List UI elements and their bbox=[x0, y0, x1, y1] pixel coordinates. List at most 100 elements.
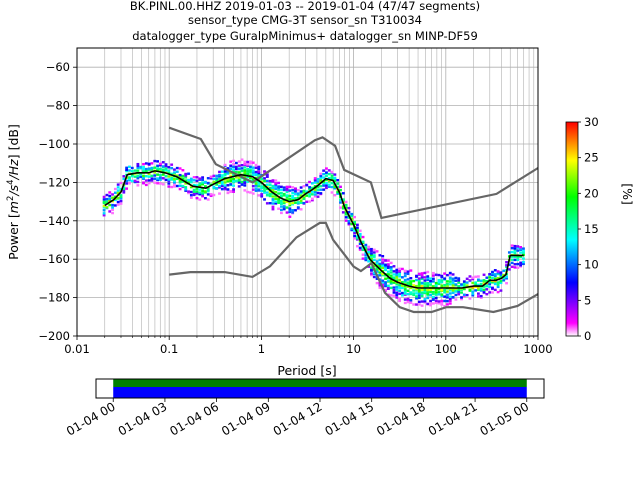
heatmap-cell bbox=[381, 279, 385, 282]
heatmap-cell bbox=[381, 254, 385, 258]
heatmap-cell bbox=[187, 178, 190, 182]
heatmap-cell bbox=[330, 174, 334, 177]
heatmap-cell bbox=[493, 269, 497, 272]
heatmap-cell bbox=[158, 167, 162, 171]
heatmap-cell bbox=[277, 199, 281, 202]
heatmap-cell bbox=[263, 187, 266, 190]
heatmap-cell bbox=[285, 187, 289, 190]
heatmap-cell bbox=[406, 272, 410, 275]
heatmap-cell bbox=[378, 271, 382, 274]
heatmap-cell bbox=[496, 285, 500, 289]
heatmap-cell bbox=[195, 192, 199, 195]
heatmap-cell bbox=[479, 296, 483, 299]
heatmap-cell bbox=[502, 279, 506, 282]
heatmap-cell bbox=[392, 288, 396, 292]
heatmap-cell bbox=[370, 255, 373, 258]
heatmap-cell bbox=[288, 203, 292, 207]
heatmap-cell bbox=[282, 194, 286, 197]
heatmap-cell bbox=[243, 184, 247, 187]
heatmap-cell bbox=[108, 191, 112, 194]
heatmap-cell bbox=[437, 282, 441, 286]
heatmap-cell bbox=[243, 162, 247, 166]
heatmap-cell bbox=[327, 172, 331, 176]
heatmap-cell bbox=[403, 298, 407, 301]
heatmap-cell bbox=[150, 174, 154, 178]
heatmap-cell bbox=[119, 194, 123, 197]
heatmap-cell bbox=[167, 178, 171, 181]
heatmap-cell bbox=[254, 173, 258, 176]
heatmap-cell bbox=[412, 279, 416, 283]
heatmap-cell bbox=[184, 176, 188, 179]
heatmap-cell bbox=[429, 304, 432, 307]
heatmap-cell bbox=[158, 173, 162, 177]
heatmap-cell bbox=[406, 289, 410, 293]
heatmap-cell bbox=[513, 251, 517, 255]
heatmap-cell bbox=[251, 166, 255, 169]
heatmap-cell bbox=[204, 197, 207, 200]
heatmap-cell bbox=[254, 163, 258, 167]
heatmap-cell bbox=[308, 186, 311, 189]
heatmap-cell bbox=[305, 190, 309, 193]
heatmap-cell bbox=[156, 164, 159, 168]
heatmap-cell bbox=[288, 189, 292, 192]
heatmap-cell bbox=[291, 209, 295, 212]
heatmap-cell bbox=[341, 199, 345, 202]
heatmap-cell bbox=[493, 274, 497, 278]
heatmap-cell bbox=[522, 247, 525, 250]
heatmap-cell bbox=[522, 251, 525, 255]
heatmap-cell bbox=[471, 294, 475, 297]
heatmap-cell bbox=[167, 185, 171, 188]
heatmap-cell bbox=[257, 170, 261, 173]
heatmap-cell bbox=[496, 281, 500, 284]
heatmap-cell bbox=[426, 292, 430, 295]
heatmap-cell bbox=[274, 200, 278, 203]
heatmap-cell bbox=[198, 198, 202, 201]
heatmap-cell bbox=[240, 169, 244, 173]
heatmap-cell bbox=[161, 183, 165, 186]
heatmap-cell bbox=[488, 291, 492, 294]
heatmap-cell bbox=[130, 179, 134, 183]
heatmap-cell bbox=[398, 289, 402, 293]
heatmap-cell bbox=[181, 180, 185, 183]
mean-psd bbox=[104, 170, 524, 289]
heatmap-cell bbox=[243, 166, 247, 169]
heatmap-cell bbox=[327, 176, 331, 180]
heatmap-cell bbox=[142, 170, 145, 173]
heatmap-cell bbox=[187, 172, 190, 175]
heatmap-cell bbox=[234, 165, 238, 169]
heatmap-cell bbox=[288, 194, 292, 198]
heatmap-cell bbox=[462, 294, 466, 298]
heatmap-cell bbox=[192, 190, 196, 193]
data-coverage-bar bbox=[113, 387, 527, 398]
y-tick-label: −140 bbox=[38, 214, 70, 228]
heatmap-cell bbox=[364, 243, 368, 247]
heatmap-cell bbox=[280, 211, 283, 215]
heatmap-cell bbox=[372, 254, 376, 257]
colorbar-ticks: 0 5 10 15 20 25 30 bbox=[578, 115, 599, 343]
heatmap-cell bbox=[277, 201, 281, 204]
heatmap-cell bbox=[448, 297, 452, 301]
heatmap-cell bbox=[448, 283, 452, 286]
heatmap-cell bbox=[254, 180, 258, 183]
heatmap-cell bbox=[288, 202, 292, 206]
heatmap-cell bbox=[386, 279, 390, 282]
colorbar-tick-label: 0 bbox=[584, 329, 591, 343]
heatmap-cell bbox=[327, 183, 331, 186]
heatmap-cell bbox=[237, 181, 241, 184]
heatmap-cell bbox=[479, 282, 483, 286]
heatmap-cell bbox=[282, 186, 286, 189]
heatmap-cell bbox=[265, 187, 269, 191]
heatmap-cell bbox=[178, 167, 182, 170]
heatmap-cell bbox=[102, 200, 106, 204]
heatmap-cell bbox=[395, 296, 399, 299]
heatmap-cell bbox=[246, 169, 250, 173]
heatmap-cell bbox=[319, 180, 323, 184]
heatmap-cell bbox=[477, 287, 480, 290]
heatmap-cell bbox=[507, 251, 511, 254]
heatmap-cell bbox=[398, 297, 402, 301]
heatmap-cell bbox=[398, 292, 402, 296]
heatmap-cell bbox=[361, 253, 365, 256]
heatmap-cell bbox=[460, 288, 463, 291]
heatmap-cell bbox=[330, 170, 334, 174]
